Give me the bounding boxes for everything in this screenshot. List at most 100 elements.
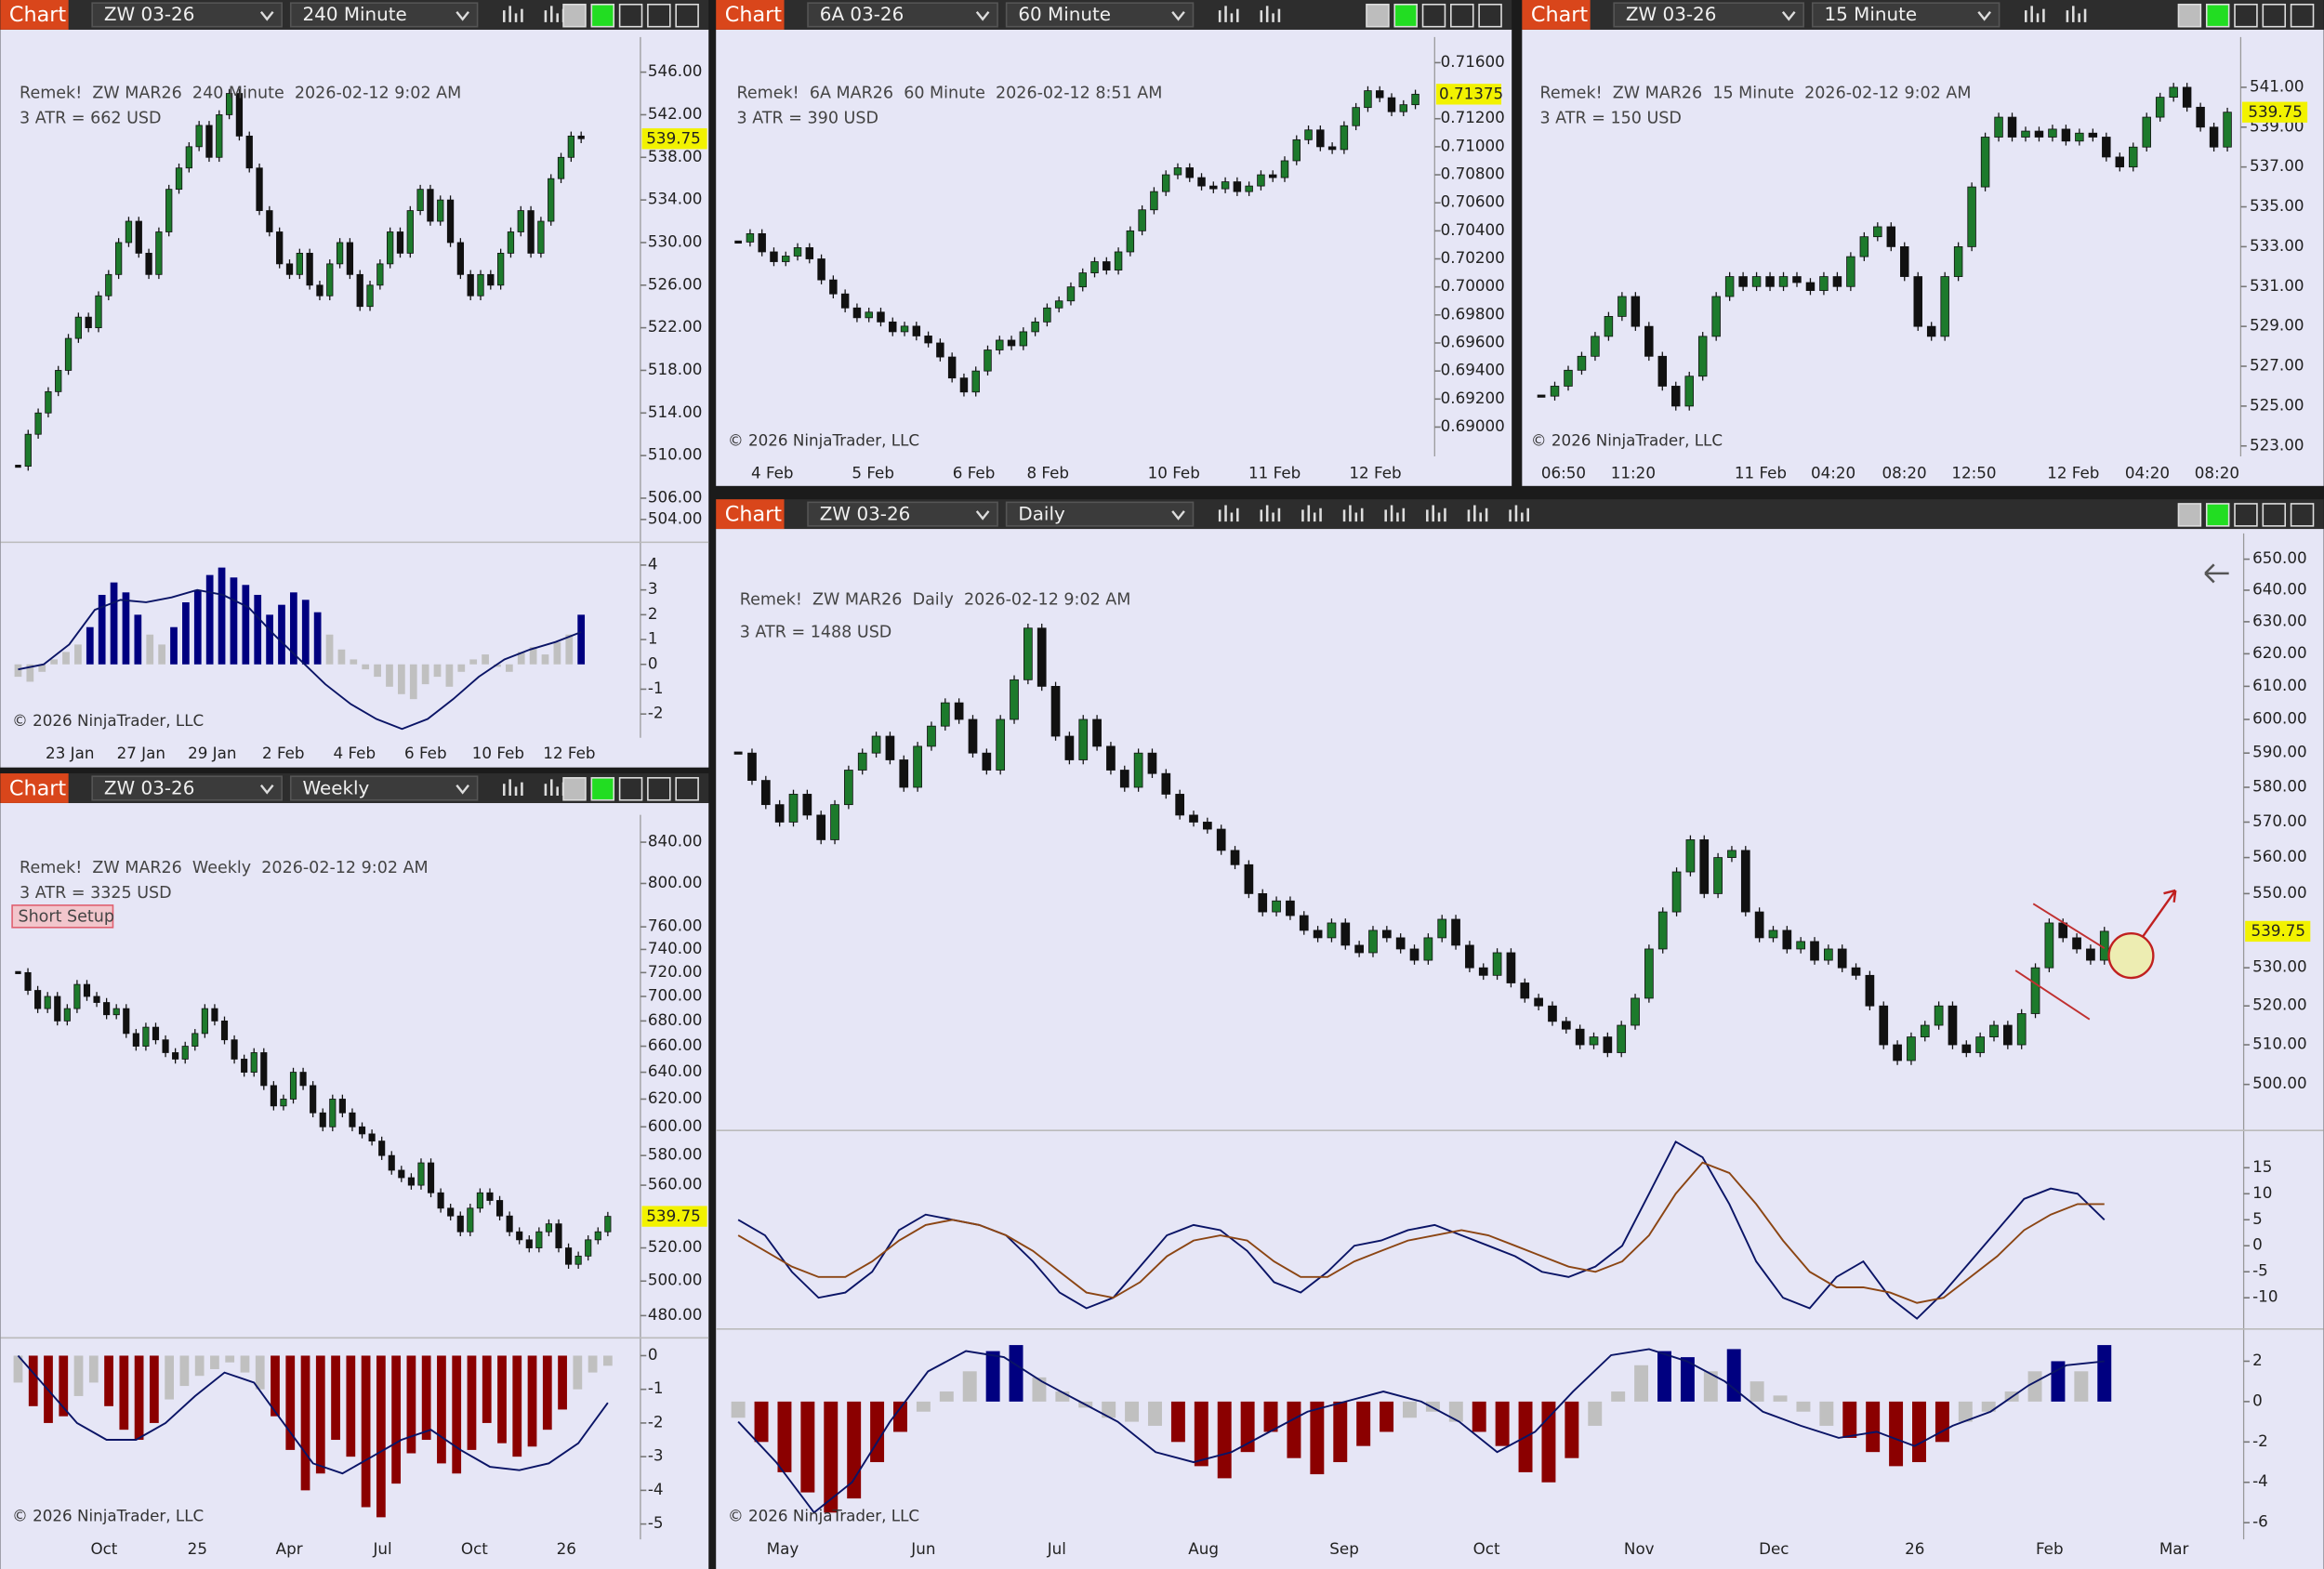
- window-button[interactable]: [618, 777, 643, 801]
- window-button[interactable]: [2290, 503, 2315, 527]
- histogram-bar: [565, 634, 574, 665]
- candle: [319, 1112, 326, 1127]
- window-button[interactable]: [1478, 3, 1502, 28]
- toolbar-icon[interactable]: [2066, 6, 2087, 22]
- candle: [1644, 948, 1654, 999]
- window-button[interactable]: [2177, 3, 2202, 28]
- window-button[interactable]: [562, 777, 587, 801]
- candle: [1019, 331, 1028, 347]
- window-button[interactable]: [2177, 503, 2202, 527]
- candle: [1268, 174, 1277, 178]
- interval-dropdown-label: Weekly: [303, 777, 370, 798]
- chart-tab[interactable]: [716, 499, 785, 530]
- window-button[interactable]: [1366, 3, 1390, 28]
- interval-dropdown[interactable]: [1005, 501, 1195, 527]
- y-tick-label: -10: [2252, 1287, 2278, 1306]
- candle: [774, 804, 785, 823]
- interval-dropdown[interactable]: [1005, 2, 1195, 28]
- instrument-dropdown[interactable]: [91, 2, 283, 28]
- interval-dropdown[interactable]: [1811, 2, 2000, 28]
- y-tick-label: 0.69200: [1441, 389, 1505, 407]
- window-button[interactable]: [2262, 503, 2287, 527]
- chart-tab[interactable]: [1522, 0, 1591, 30]
- histogram-bar: [588, 1355, 598, 1373]
- y-tick-label: 600.00: [2252, 708, 2307, 727]
- candle: [2075, 132, 2084, 142]
- toolbar-icon[interactable]: [1342, 505, 1364, 522]
- window-button[interactable]: [562, 3, 587, 28]
- candle: [437, 199, 444, 222]
- toolbar-icon[interactable]: [544, 6, 565, 22]
- chart-tab[interactable]: [0, 773, 69, 803]
- window-button[interactable]: [2234, 3, 2258, 28]
- instrument-dropdown[interactable]: [91, 775, 283, 801]
- window-button[interactable]: [675, 3, 699, 28]
- window-button[interactable]: [647, 777, 671, 801]
- y-tick-label: 535.00: [2250, 196, 2304, 215]
- window-button[interactable]: [590, 777, 615, 801]
- candle: [871, 735, 881, 754]
- window-button[interactable]: [2290, 3, 2315, 28]
- interval-dropdown[interactable]: [289, 775, 479, 801]
- candle: [788, 794, 799, 823]
- toolbar-icon[interactable]: [1426, 505, 1446, 522]
- chart-tab[interactable]: [0, 0, 69, 30]
- candle: [270, 1085, 277, 1107]
- chart-tab[interactable]: [716, 0, 785, 30]
- back-arrow[interactable]: [2204, 563, 2229, 584]
- candle: [346, 242, 354, 275]
- chart-info: 3 ATR = 390 USD: [737, 110, 878, 128]
- toolbar-icon[interactable]: [1509, 505, 1529, 522]
- candle: [336, 242, 344, 265]
- candle: [564, 1247, 573, 1265]
- y-tick-label: -3: [648, 1446, 664, 1465]
- instrument-dropdown[interactable]: [1613, 2, 1804, 28]
- x-tick-label: 23 Jan: [46, 744, 94, 762]
- window-button[interactable]: [1393, 3, 1418, 28]
- dropdown-caret: [1171, 11, 1185, 21]
- window-button[interactable]: [647, 3, 671, 28]
- toolbar-icon[interactable]: [1384, 505, 1406, 522]
- candle: [368, 1133, 376, 1141]
- histogram-bar: [13, 1355, 23, 1383]
- candle: [1724, 276, 1735, 297]
- toolbar-icon[interactable]: [1260, 505, 1281, 522]
- window-button[interactable]: [675, 777, 699, 801]
- toolbar-icon[interactable]: [1218, 6, 1239, 22]
- instrument-dropdown[interactable]: [807, 2, 998, 28]
- y-tick-label: 526.00: [648, 274, 702, 293]
- window-button[interactable]: [2262, 3, 2287, 28]
- copyright: © 2026 NinjaTrader, LLC: [728, 1507, 919, 1525]
- window-button[interactable]: [2205, 3, 2230, 28]
- candle: [256, 167, 263, 211]
- window-button[interactable]: [2234, 503, 2258, 527]
- toolbar-icon[interactable]: [1260, 6, 1281, 22]
- candle: [1395, 937, 1406, 950]
- candle: [574, 1255, 582, 1265]
- toolbar-icon[interactable]: [1301, 505, 1322, 522]
- histogram-bar: [1310, 1401, 1325, 1475]
- candle: [1913, 276, 1922, 327]
- histogram-bar: [1472, 1401, 1486, 1432]
- copyright: © 2026 NinjaTrader, LLC: [1531, 430, 1723, 449]
- toolbar-icon[interactable]: [544, 779, 565, 796]
- interval-dropdown[interactable]: [289, 2, 479, 28]
- candle: [417, 1162, 425, 1186]
- toolbar-icon[interactable]: [1467, 505, 1488, 522]
- toolbar-icon[interactable]: [1218, 505, 1239, 522]
- window-button[interactable]: [1450, 3, 1474, 28]
- candle: [2002, 1024, 2013, 1046]
- candle: [135, 220, 142, 254]
- toolbar-icon[interactable]: [503, 6, 523, 22]
- window-button[interactable]: [618, 3, 643, 28]
- candle: [1313, 930, 1323, 939]
- window-button[interactable]: [590, 3, 615, 28]
- candle: [1299, 915, 1309, 931]
- window-button[interactable]: [1421, 3, 1446, 28]
- toolbar-icon[interactable]: [2025, 6, 2045, 22]
- x-tick-label: 29 Jan: [188, 744, 236, 762]
- candle: [73, 983, 81, 1009]
- window-button[interactable]: [2205, 503, 2230, 527]
- toolbar-icon[interactable]: [503, 779, 523, 796]
- instrument-dropdown[interactable]: [807, 501, 998, 527]
